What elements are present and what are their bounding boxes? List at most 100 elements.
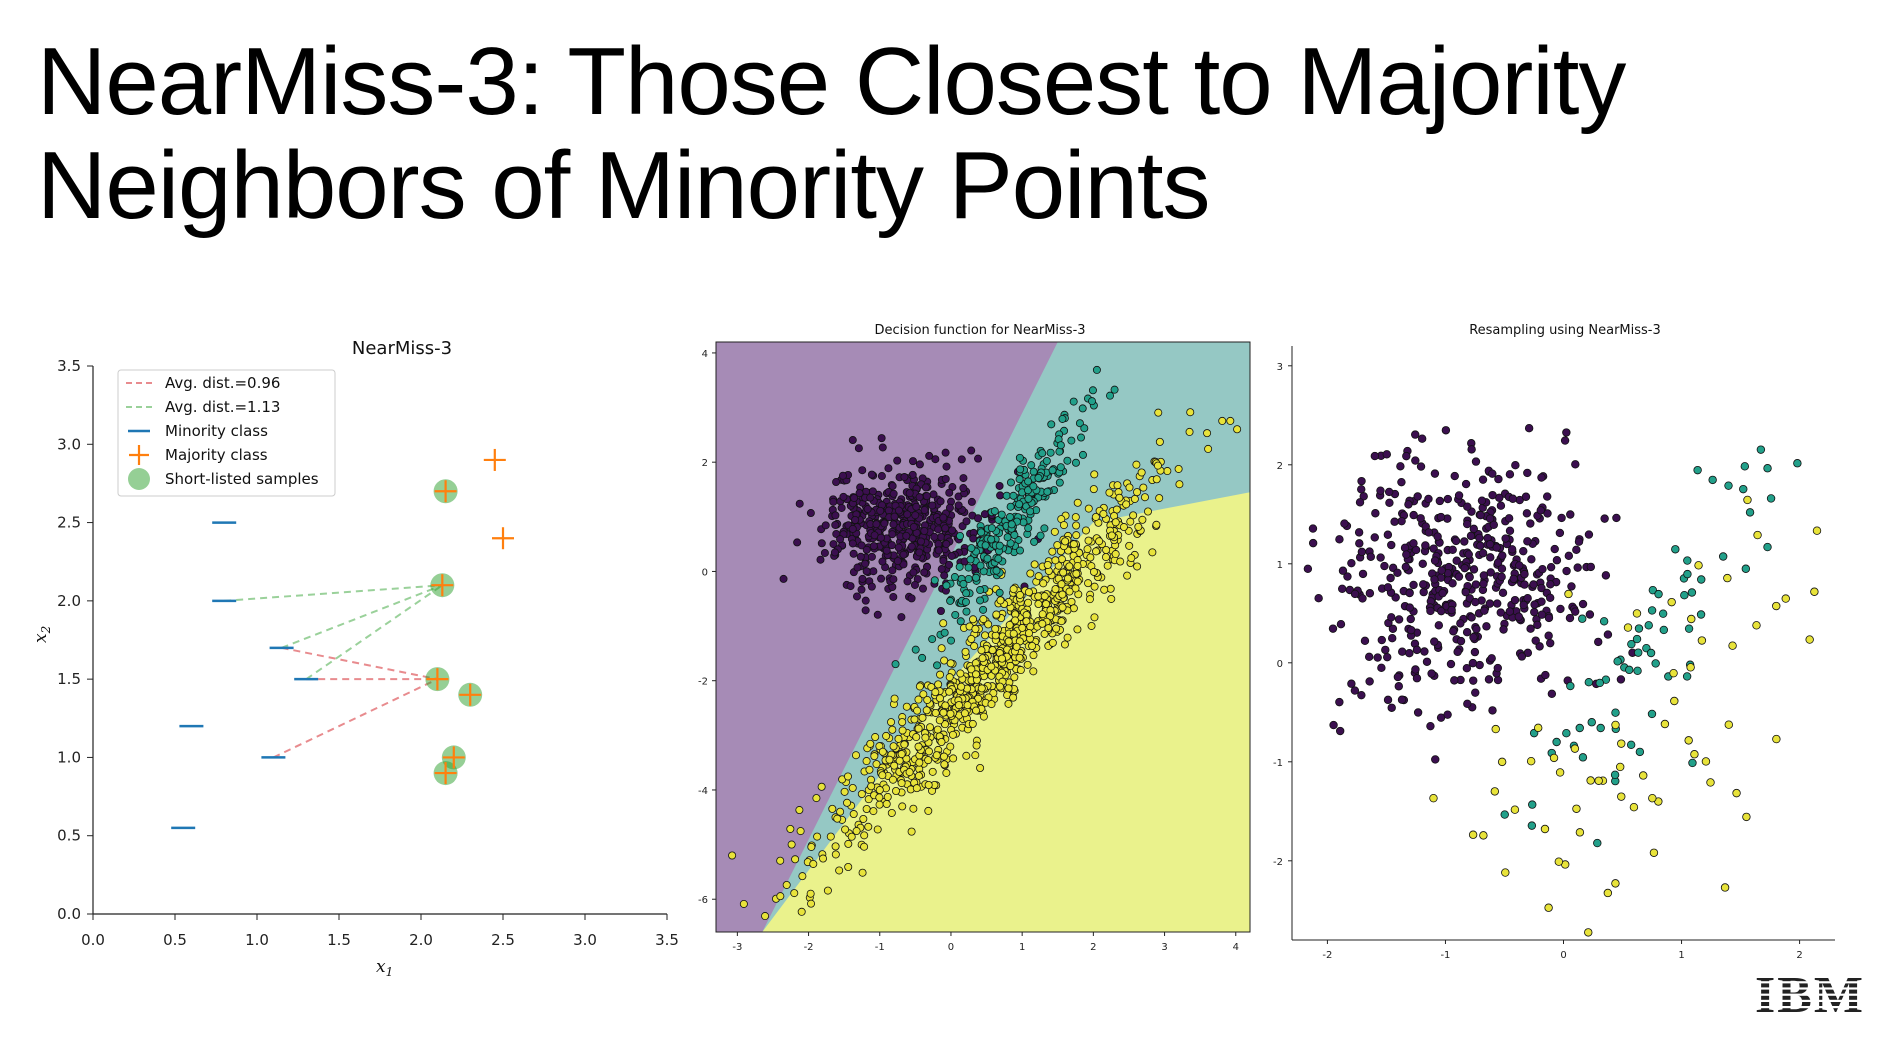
chart2-point [1038, 619, 1047, 628]
chart2-point [969, 615, 978, 624]
chart2-point [791, 855, 800, 864]
chart3-point [1724, 481, 1733, 490]
chart3-point [1632, 609, 1642, 618]
chart3-point [1484, 675, 1494, 684]
chart2-point [1051, 556, 1060, 565]
chart2-point [1039, 579, 1048, 588]
chart2-point [997, 654, 1006, 663]
chart2-point [1026, 569, 1035, 578]
chart3-point [1687, 588, 1697, 597]
chart3-point [1443, 494, 1453, 504]
chart2-point [890, 694, 899, 703]
chart3-point [1336, 620, 1346, 629]
chart2-point [979, 615, 988, 624]
chart3-x-tick-label: 2 [1796, 950, 1802, 961]
chart3-point [1376, 486, 1385, 495]
chart2-point [908, 457, 917, 466]
chart3-point [1634, 624, 1644, 633]
chart2-point [1026, 622, 1035, 631]
chart2-point [795, 499, 804, 508]
chart3-point [1426, 721, 1435, 731]
chart3-point [1434, 621, 1444, 630]
chart3-point [1500, 810, 1509, 819]
chart3-point [1493, 663, 1503, 673]
chart2-point [858, 466, 867, 475]
chart2-point [1226, 416, 1235, 425]
chart3-point [1358, 594, 1367, 603]
chart3-point [1530, 607, 1539, 617]
chart2-point [907, 542, 916, 551]
chart2-point [937, 737, 946, 746]
chart2-point [1175, 480, 1184, 489]
chart2-region-yellow [762, 492, 1250, 932]
chart2-point [995, 588, 1004, 597]
chart2-point [890, 761, 899, 770]
chart2-point [1113, 481, 1122, 490]
chart2-point [1016, 465, 1025, 474]
chart2-point [1048, 638, 1057, 647]
chart3-point [1763, 542, 1772, 552]
chart2-point [1067, 436, 1076, 445]
chart1-x-tick-label: 3.5 [655, 931, 679, 949]
chart2-point [1024, 598, 1033, 607]
chart3-point [1499, 625, 1508, 634]
chart3-point [1491, 724, 1500, 734]
chart3-point [1543, 492, 1552, 501]
chart2-point [981, 631, 990, 640]
chart3-point [1670, 696, 1679, 706]
chart3-point [1538, 564, 1547, 574]
chart2-point [1153, 461, 1162, 470]
chart3-point [1627, 639, 1636, 649]
chart3-point [1450, 471, 1459, 481]
chart3-point [1625, 665, 1634, 675]
chart3-point [1531, 636, 1540, 645]
chart2-point [964, 563, 973, 572]
chart2-point [1061, 537, 1070, 546]
chart1-red-link [281, 646, 438, 681]
chart3-point [1549, 753, 1559, 763]
chart3-point [1387, 703, 1396, 712]
chart2-point [935, 694, 944, 703]
chart2-point [898, 802, 907, 811]
chart2-point [971, 751, 980, 760]
chart2-point [819, 854, 828, 863]
chart2-point [858, 868, 867, 877]
chart2-point [836, 535, 845, 544]
chart2-point [793, 538, 802, 547]
chart2-y-tick-label: -6 [698, 895, 708, 906]
chart3-point [1522, 509, 1532, 518]
chart2-point [875, 800, 884, 809]
chart2-point [1133, 562, 1142, 571]
chart2-point [914, 695, 923, 704]
chart2-point [786, 824, 795, 833]
chart3-point [1470, 647, 1480, 657]
chart3-point [1365, 589, 1375, 598]
chart3-point [1482, 622, 1491, 631]
chart2-point [915, 460, 924, 469]
chart2-point [907, 594, 916, 603]
chart3-point [1527, 555, 1536, 564]
chart3-point [1680, 591, 1689, 600]
chart2-point [918, 713, 927, 722]
chart2-point [1029, 482, 1038, 491]
chart3-point [1376, 553, 1385, 562]
chart2-point [1015, 500, 1024, 509]
chart2-point [991, 631, 1000, 640]
chart3-point [1411, 665, 1420, 674]
chart3-point [1566, 510, 1575, 519]
chart2-point [1027, 461, 1036, 470]
chart2-point [797, 907, 806, 916]
chart2-point [843, 772, 852, 781]
chart2-point [889, 575, 898, 584]
chart2-point [1138, 515, 1147, 524]
chart3-point [1416, 462, 1426, 471]
chart2-point [927, 683, 936, 692]
chart2-point [939, 619, 948, 628]
chart2-point [1100, 585, 1109, 594]
chart2-point [1092, 547, 1101, 556]
chart3-point [1566, 681, 1575, 691]
chart3-point [1724, 720, 1733, 729]
chart2-point [1024, 477, 1033, 486]
chart2-point [995, 541, 1004, 550]
chart3-point [1431, 755, 1440, 764]
